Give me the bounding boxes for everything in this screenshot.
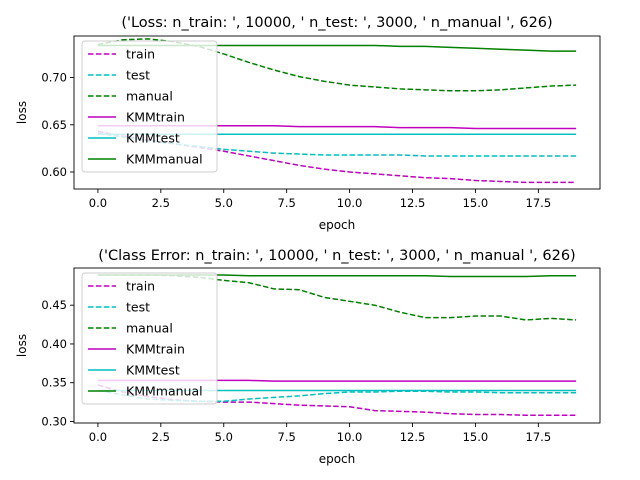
y-tick-label: 0.35 [41, 376, 67, 390]
legend-label: KMMmanual [126, 152, 203, 167]
x-tick-label: 5.0 [215, 196, 233, 210]
x-tick-label: 0.0 [89, 196, 107, 210]
x-tick-label: 5.0 [215, 430, 233, 444]
x-tick-label: 7.5 [278, 196, 296, 210]
axes-frame [73, 35, 601, 190]
x-tick-label: 2.5 [152, 430, 170, 444]
axes-frame [73, 267, 601, 424]
legend-label: test [126, 68, 150, 83]
x-tick-label: 15.0 [463, 430, 489, 444]
legend-label: KMMtrain [126, 110, 185, 125]
legend-label: train [126, 279, 155, 294]
legend-box [81, 272, 218, 405]
x-tick-label: 17.5 [526, 430, 552, 444]
series-lines [97, 38, 577, 184]
x-tick-label: 12.5 [400, 430, 426, 444]
chart-title: ('Class Error: n_train: ', 10000, ' n_te… [98, 248, 575, 264]
legend-label: train [126, 47, 155, 62]
legend: train test manual KMMtrain KMMtest KMMmanual [81, 40, 218, 173]
x-tick-label: 2.5 [152, 196, 170, 210]
loss-chart-panel: ('Loss: n_train: ', 10000, ' n_test: ', … [15, 15, 601, 232]
legend-label: manual [126, 89, 173, 104]
x-tick-label: 12.5 [400, 196, 426, 210]
x-tick-label: 10.0 [337, 430, 363, 444]
x-tick-label: 7.5 [278, 430, 296, 444]
legend-label: KMMtest [126, 131, 180, 146]
x-tick-label: 15.0 [463, 196, 489, 210]
y-axis-label: loss [15, 334, 29, 357]
y-tick-label: 0.40 [41, 337, 67, 351]
chart-title: ('Loss: n_train: ', 10000, ' n_test: ', … [121, 15, 552, 31]
y-tick-label: 0.45 [41, 298, 67, 312]
legend-box [81, 40, 218, 173]
y-tick-label: 0.70 [41, 71, 67, 85]
y-tick-label: 0.65 [41, 118, 67, 132]
class-error-chart-panel: ('Class Error: n_train: ', 10000, ' n_te… [15, 248, 601, 466]
y-tick-label: 0.60 [41, 165, 67, 179]
x-axis-label: epoch [319, 452, 356, 466]
legend-label: KMMtrain [126, 342, 185, 357]
legend-label: manual [126, 321, 173, 336]
x-tick-label: 0.0 [89, 430, 107, 444]
x-tick-label: 17.5 [526, 196, 552, 210]
legend-label: KMMtest [126, 363, 180, 378]
legend-label: KMMmanual [126, 384, 203, 399]
x-tick-label: 10.0 [337, 196, 363, 210]
y-tick-label: 0.30 [41, 414, 67, 428]
x-axis-label: epoch [319, 218, 356, 232]
legend: train test manual KMMtrain KMMtest KMMmanual [81, 272, 218, 405]
legend-label: test [126, 300, 150, 315]
y-axis-label: loss [15, 101, 29, 124]
